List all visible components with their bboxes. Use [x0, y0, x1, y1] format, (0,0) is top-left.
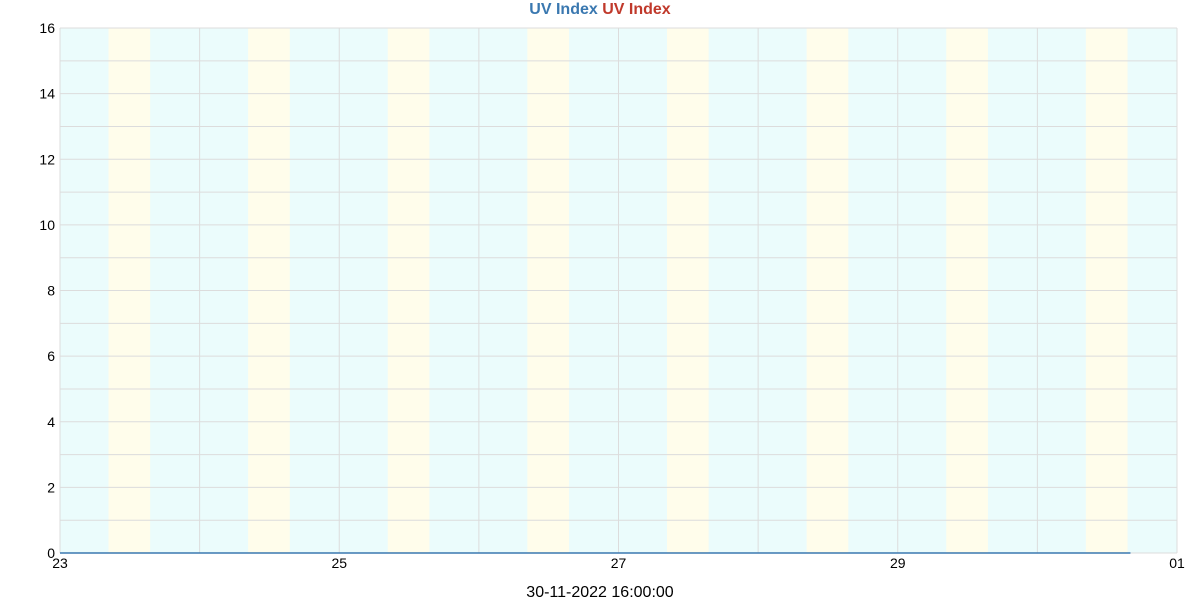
y-tick-label: 4 [47, 414, 55, 430]
y-tick-label: 0 [47, 545, 55, 561]
x-axis-caption: 30-11-2022 16:00:00 [526, 584, 674, 601]
x-tick-label: 25 [331, 555, 347, 571]
y-tick-label: 2 [47, 479, 55, 495]
chart-title-part-1: UV Index [529, 1, 598, 18]
y-axis-ticks: 0 2 4 6 8 10 12 14 16 [39, 20, 55, 561]
y-tick-label: 6 [47, 348, 55, 364]
y-tick-label: 14 [39, 86, 55, 102]
y-tick-label: 12 [39, 151, 55, 167]
y-tick-label: 16 [39, 20, 55, 36]
y-tick-label: 8 [47, 283, 55, 299]
chart-title-part-2: UV Index [602, 1, 671, 18]
chart-title: UV Index UV Index [0, 0, 1200, 20]
x-tick-label: 29 [890, 555, 906, 571]
x-tick-label: 23 [52, 555, 68, 571]
x-axis-ticks: 23 25 27 29 01 [52, 555, 1185, 571]
x-tick-label: 01 [1169, 555, 1185, 571]
x-tick-label: 27 [611, 555, 627, 571]
y-tick-label: 10 [39, 217, 55, 233]
